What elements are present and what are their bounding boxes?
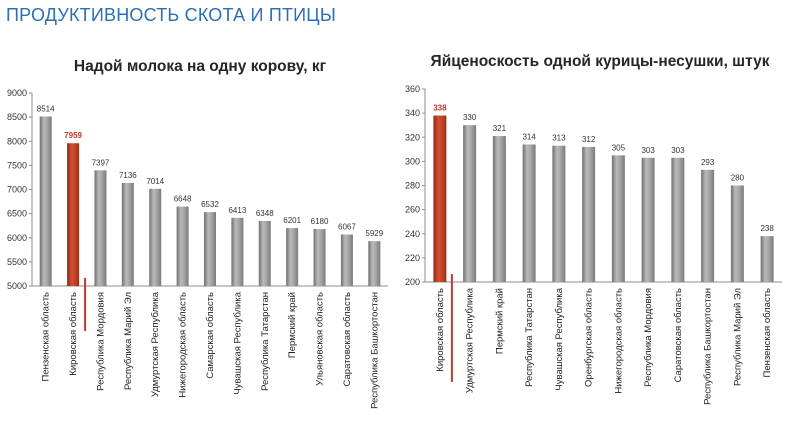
eggs-category-label: Кировская область	[435, 288, 446, 372]
milk-y-tick-label: 5500	[7, 257, 27, 267]
eggs-y-tick-label: 300	[405, 156, 420, 166]
eggs-data-label: 321	[493, 124, 507, 133]
eggs-bar	[701, 169, 715, 282]
milk-category-label: Саратовская область	[342, 292, 353, 386]
eggs-bar	[552, 145, 566, 282]
eggs-y-tick-label: 240	[405, 229, 420, 239]
milk-data-label: 6180	[311, 217, 329, 226]
milk-data-label: 7014	[146, 177, 164, 186]
milk-bar	[176, 206, 189, 286]
eggs-data-label: 305	[612, 143, 626, 152]
milk-bar	[121, 182, 134, 286]
eggs-bar	[760, 236, 774, 282]
eggs-chart-title: Яйценоскость одной курицы-несушки, штук	[430, 53, 770, 70]
eggs-category-label: Республика Мордовия	[643, 288, 654, 387]
eggs-category-label: Республика Башкортостан	[703, 288, 714, 405]
eggs-bar	[492, 136, 506, 282]
eggs-category-label: Саратовская область	[673, 288, 684, 382]
eggs-y-tick-label: 280	[405, 181, 420, 191]
eggs-y-tick-label: 200	[405, 277, 420, 287]
milk-category-label: Республика Мордовия	[95, 292, 106, 391]
milk-y-tick-label: 7500	[7, 160, 27, 170]
eggs-bar	[611, 155, 625, 282]
milk-category-label: Кировская область	[68, 292, 79, 376]
eggs-category-label: Пензенская область	[762, 288, 773, 378]
milk-bar	[204, 212, 216, 286]
eggs-category-label: Чувашская Республика	[554, 287, 565, 390]
milk-bar	[94, 170, 107, 286]
milk-y-tick-label: 8000	[7, 136, 27, 146]
milk-data-label: 7959	[64, 131, 82, 140]
milk-category-label: Пензенская область	[41, 292, 52, 382]
milk-chart-title: Надой молока на одну корову, кг	[73, 58, 327, 75]
milk-data-label: 6532	[201, 200, 219, 209]
milk-bar	[39, 116, 52, 287]
eggs-y-tick-label: 360	[405, 84, 420, 94]
eggs-bar	[522, 144, 536, 282]
milk-bar	[286, 228, 299, 286]
milk-category-label: Самарская область	[205, 292, 216, 379]
milk-bar	[258, 220, 271, 286]
eggs-category-label: Республика Татарстан	[524, 288, 535, 387]
eggs-data-label: 303	[671, 146, 685, 155]
eggs-bar	[582, 146, 596, 282]
milk-data-label: 6348	[256, 209, 274, 218]
milk-data-label: 8514	[37, 104, 55, 113]
milk-data-label: 7136	[119, 171, 137, 180]
eggs-data-label: 293	[701, 158, 715, 167]
milk-y-tick-label: 7000	[7, 185, 27, 195]
eggs-y-tick-label: 320	[405, 132, 420, 142]
eggs-bar	[433, 115, 447, 282]
eggs-y-tick-label: 340	[405, 108, 420, 118]
eggs-data-label: 312	[582, 135, 596, 144]
milk-y-tick-label: 6000	[7, 233, 27, 243]
eggs-category-label: Республика Марий Эл	[732, 288, 743, 386]
eggs-data-label: 280	[731, 174, 745, 183]
milk-y-tick-label: 5000	[7, 281, 27, 291]
milk-category-label: Республика Марий Эл	[123, 292, 134, 390]
milk-bar	[340, 234, 353, 286]
eggs-category-label: Нижегородская область	[613, 288, 624, 394]
milk-y-tick-label: 8500	[7, 112, 27, 122]
eggs-category-label: Удмуртская Республика	[465, 287, 476, 393]
eggs-bar	[730, 185, 744, 282]
eggs-data-label: 238	[760, 224, 774, 233]
eggs-category-label: Оренбургская область	[584, 288, 595, 387]
milk-data-label: 6413	[228, 206, 246, 215]
milk-bar	[368, 241, 381, 286]
eggs-bar	[463, 125, 477, 282]
eggs-data-label: 338	[433, 104, 447, 113]
milk-category-label: Республика Татарстан	[260, 292, 271, 391]
milk-bar	[313, 229, 326, 286]
milk-y-tick-label: 6500	[7, 209, 27, 219]
milk-data-label: 7397	[92, 158, 110, 167]
eggs-category-label: Пермский край	[494, 288, 505, 354]
milk-data-label: 5929	[365, 229, 383, 238]
milk-bar	[149, 188, 162, 286]
milk-category-label: Пермский край	[287, 292, 298, 358]
eggs-data-label: 330	[463, 113, 477, 122]
eggs-data-label: 314	[522, 132, 536, 141]
eggs-y-tick-label: 260	[405, 205, 420, 215]
milk-bar	[67, 143, 80, 286]
page-title: ПРОДУКТИВНОСТЬ СКОТА И ПТИЦЫ	[6, 5, 336, 25]
milk-y-tick-label: 9000	[7, 88, 27, 98]
milk-data-label: 6201	[283, 216, 301, 225]
milk-category-label: Республика Башкортостан	[369, 292, 380, 409]
milk-bar	[231, 217, 244, 286]
milk-category-label: Удмуртская Республика	[150, 291, 161, 397]
milk-category-label: Чувашская Республика	[232, 291, 243, 394]
milk-category-label: Ульяновская область	[315, 292, 326, 386]
eggs-bar	[671, 157, 685, 282]
eggs-bar	[641, 157, 655, 282]
eggs-data-label: 313	[552, 134, 566, 143]
milk-data-label: 6648	[174, 194, 192, 203]
milk-data-label: 6067	[338, 223, 356, 232]
milk-category-label: Нижегородская область	[178, 292, 189, 398]
eggs-y-tick-label: 220	[405, 253, 420, 263]
eggs-data-label: 303	[641, 146, 655, 155]
